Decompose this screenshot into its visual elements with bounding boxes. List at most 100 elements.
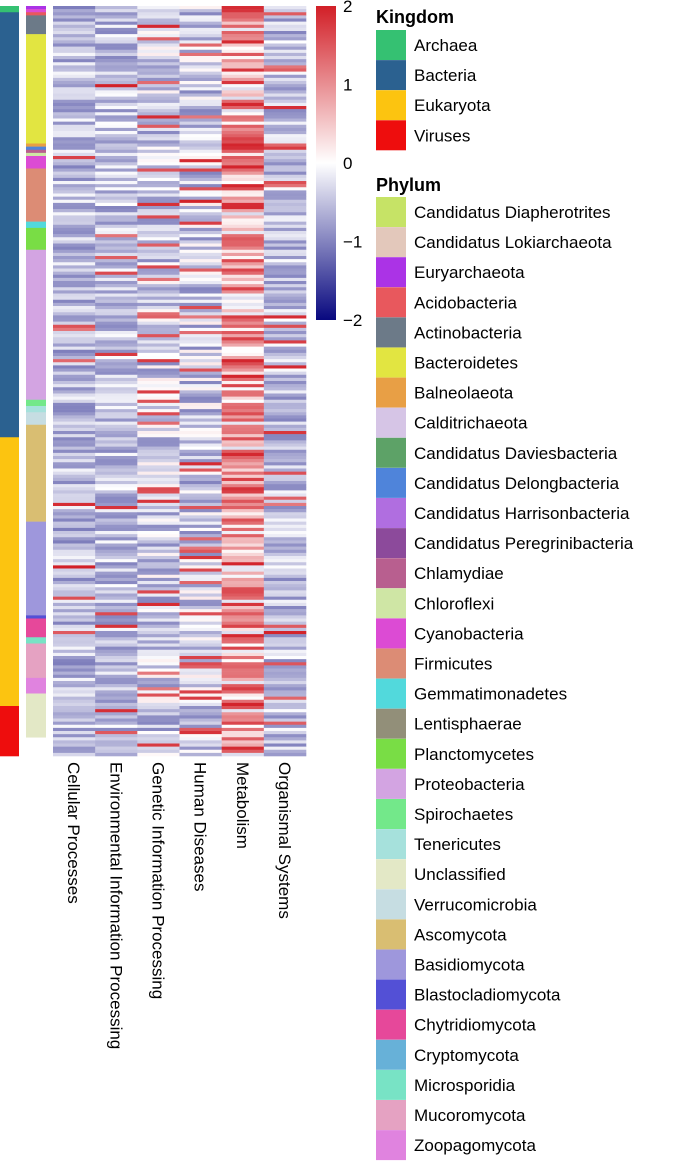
heatmap-row bbox=[53, 634, 306, 637]
heatmap-cell bbox=[95, 115, 137, 118]
heatmap-cell bbox=[95, 531, 137, 534]
heatmap-cell bbox=[180, 419, 222, 422]
heatmap-cell bbox=[180, 290, 222, 293]
heatmap-cell bbox=[222, 175, 264, 178]
heatmap-row bbox=[53, 381, 306, 384]
heatmap-cell bbox=[95, 728, 137, 731]
heatmap-cell bbox=[180, 472, 222, 475]
legend-label: Cryptomycota bbox=[414, 1046, 519, 1065]
heatmap-cell bbox=[264, 578, 306, 581]
heatmap-cell bbox=[222, 234, 264, 237]
heatmap-cell bbox=[137, 447, 179, 450]
heatmap-cell bbox=[95, 56, 137, 59]
heatmap-cell bbox=[137, 453, 179, 456]
heatmap-row bbox=[53, 300, 306, 303]
heatmap-cell bbox=[264, 734, 306, 737]
heatmap-cell bbox=[264, 619, 306, 622]
heatmap-row bbox=[53, 259, 306, 262]
heatmap-cell bbox=[53, 137, 95, 140]
heatmap-cell bbox=[53, 365, 95, 368]
heatmap-cell bbox=[264, 675, 306, 678]
heatmap-cell bbox=[222, 572, 264, 575]
heatmap-row bbox=[53, 728, 306, 731]
heatmap-cell bbox=[53, 262, 95, 265]
heatmap-cell bbox=[137, 165, 179, 168]
phylum-segment-firmicutes bbox=[26, 169, 46, 222]
heatmap-cell bbox=[222, 747, 264, 750]
heatmap-cell bbox=[53, 419, 95, 422]
heatmap-cell bbox=[180, 581, 222, 584]
heatmap-cell bbox=[222, 340, 264, 343]
heatmap-cell bbox=[95, 494, 137, 497]
heatmap-row bbox=[53, 565, 306, 568]
heatmap-row bbox=[53, 725, 306, 728]
heatmap-cell bbox=[95, 628, 137, 631]
heatmap-cell bbox=[53, 700, 95, 703]
heatmap-cell bbox=[95, 553, 137, 556]
heatmap-cell bbox=[222, 169, 264, 172]
heatmap-cell bbox=[264, 372, 306, 375]
heatmap-cell bbox=[95, 515, 137, 518]
heatmap-cell bbox=[53, 553, 95, 556]
heatmap-cell bbox=[53, 359, 95, 362]
heatmap-cell bbox=[222, 259, 264, 262]
heatmap-cell bbox=[95, 631, 137, 634]
heatmap-cell bbox=[95, 519, 137, 522]
heatmap-cell bbox=[137, 256, 179, 259]
column-label: Metabolism bbox=[233, 762, 252, 849]
heatmap-cell bbox=[180, 200, 222, 203]
heatmap-cell bbox=[222, 212, 264, 215]
colorbar-tick-label: −2 bbox=[343, 311, 362, 330]
heatmap-cell bbox=[264, 175, 306, 178]
heatmap-cell bbox=[95, 359, 137, 362]
phylum-annotation-bar bbox=[26, 6, 46, 738]
heatmap-cell bbox=[222, 587, 264, 590]
heatmap-cell bbox=[53, 603, 95, 606]
heatmap-cell bbox=[137, 540, 179, 543]
heatmap-cell bbox=[53, 412, 95, 415]
heatmap-cell bbox=[180, 475, 222, 478]
heatmap-row bbox=[53, 719, 306, 722]
heatmap-cell bbox=[95, 303, 137, 306]
heatmap-cell bbox=[95, 550, 137, 553]
heatmap-cell bbox=[53, 62, 95, 65]
heatmap-cell bbox=[53, 90, 95, 93]
colorbar-tick-label: 2 bbox=[343, 0, 352, 16]
heatmap-cell bbox=[53, 37, 95, 40]
heatmap-cell bbox=[95, 478, 137, 481]
heatmap-cell bbox=[95, 253, 137, 256]
heatmap-cell bbox=[137, 665, 179, 668]
heatmap-cell bbox=[264, 684, 306, 687]
heatmap-cell bbox=[222, 315, 264, 318]
heatmap-cell bbox=[95, 590, 137, 593]
heatmap-cell bbox=[222, 69, 264, 72]
heatmap-cell bbox=[222, 412, 264, 415]
heatmap-cell bbox=[53, 115, 95, 118]
heatmap-cell bbox=[95, 112, 137, 115]
heatmap-cell bbox=[137, 19, 179, 22]
heatmap-cell bbox=[137, 400, 179, 403]
heatmap-row bbox=[53, 72, 306, 75]
heatmap-cell bbox=[222, 528, 264, 531]
heatmap-cell bbox=[180, 553, 222, 556]
heatmap-cell bbox=[180, 465, 222, 468]
heatmap-cell bbox=[264, 315, 306, 318]
column-label: Genetic Information Processing bbox=[148, 762, 167, 999]
heatmap-cell bbox=[222, 206, 264, 209]
heatmap-cell bbox=[95, 240, 137, 243]
heatmap-row bbox=[53, 197, 306, 200]
heatmap-row bbox=[53, 534, 306, 537]
heatmap-cell bbox=[95, 47, 137, 50]
heatmap-cell bbox=[180, 259, 222, 262]
heatmap-cell bbox=[180, 587, 222, 590]
heatmap-cell bbox=[264, 328, 306, 331]
heatmap-cell bbox=[222, 62, 264, 65]
heatmap-cell bbox=[53, 425, 95, 428]
heatmap-cell bbox=[137, 597, 179, 600]
legend-label: Candidatus Daviesbacteria bbox=[414, 444, 618, 463]
heatmap-cell bbox=[180, 44, 222, 47]
heatmap-cell bbox=[95, 440, 137, 443]
heatmap-cell bbox=[264, 15, 306, 18]
heatmap-row bbox=[53, 531, 306, 534]
heatmap-cell bbox=[180, 672, 222, 675]
